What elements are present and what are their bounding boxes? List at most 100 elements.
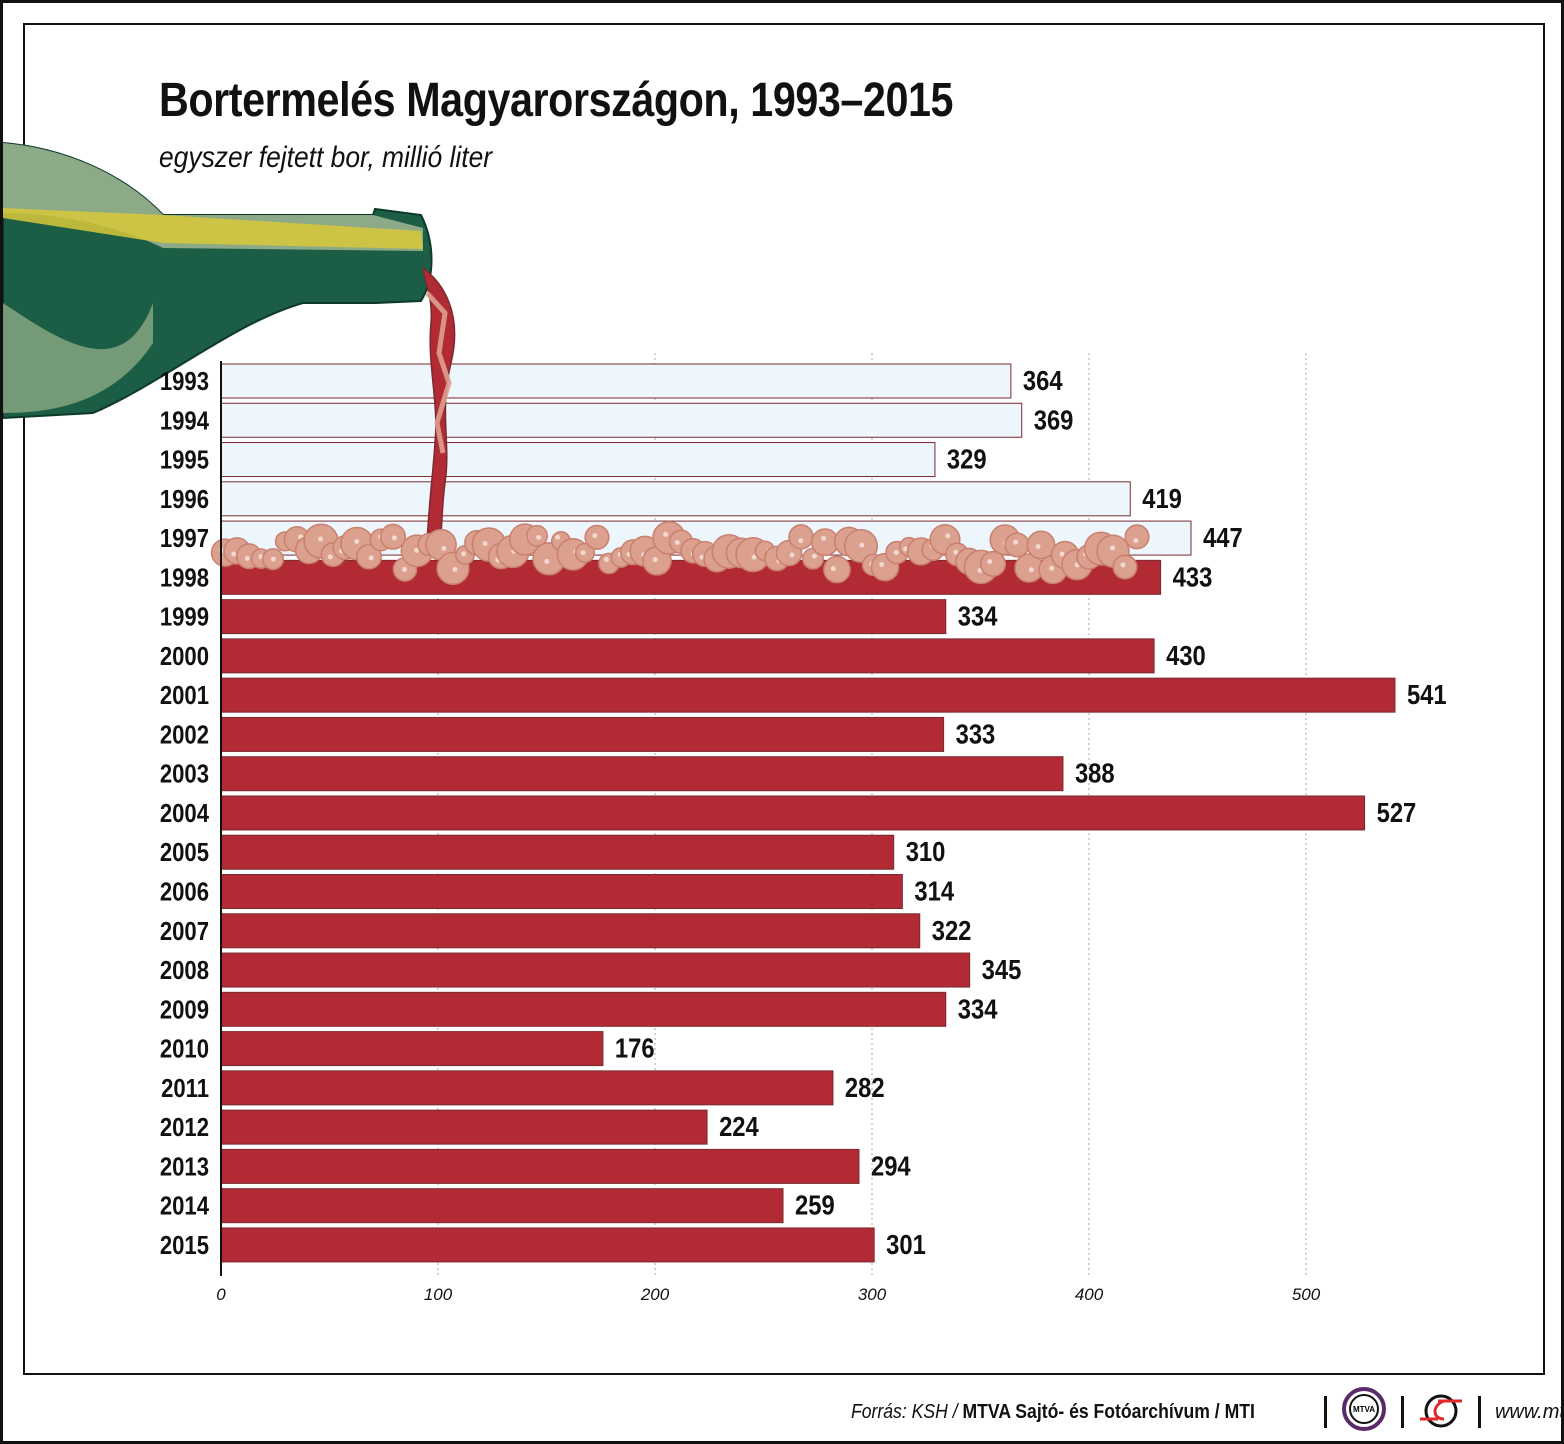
y-tick-label: 2009	[160, 996, 209, 1025]
foam-bubble	[823, 555, 851, 584]
bar	[220, 481, 1131, 517]
bar	[220, 1109, 708, 1145]
foam-highlight	[1120, 562, 1126, 568]
bar	[220, 1031, 604, 1067]
y-tick-label: 2008	[160, 956, 209, 985]
x-tick-label: 300	[858, 1285, 887, 1304]
data-label: 294	[871, 1150, 911, 1182]
data-label: 333	[956, 718, 996, 750]
foam-highlight	[391, 535, 397, 541]
foam-highlight	[1133, 538, 1139, 544]
foam-highlight	[231, 551, 237, 557]
y-tick-label: 1993	[160, 367, 209, 396]
foam-highlight	[1049, 565, 1055, 571]
data-label: 334	[958, 992, 998, 1024]
foam-highlight	[663, 531, 669, 537]
data-label: 430	[1166, 639, 1206, 671]
y-tick-label: 2007	[160, 917, 209, 946]
bar	[220, 638, 1155, 674]
data-label: 224	[719, 1110, 759, 1142]
x-tick-label: 200	[640, 1285, 670, 1304]
foam-highlight	[270, 556, 276, 562]
divider	[1323, 1396, 1327, 1428]
data-label: 329	[947, 443, 987, 475]
divider	[1477, 1396, 1481, 1428]
bar	[220, 1188, 784, 1224]
foam-highlight	[953, 549, 959, 555]
data-label: 527	[1377, 796, 1417, 828]
y-tick-label: 2013	[160, 1153, 209, 1182]
foam-highlight	[830, 566, 836, 572]
foam-highlight	[536, 534, 542, 540]
foam-highlight	[441, 545, 447, 551]
footer: Forrás: KSH / MTVA Sajtó- és Fotóarchívu…	[851, 1387, 1561, 1431]
data-label: 388	[1075, 757, 1115, 789]
data-label: 322	[932, 914, 972, 946]
data-label: 369	[1034, 403, 1074, 435]
foam-highlight	[452, 566, 458, 572]
data-label: 301	[886, 1228, 926, 1260]
foam-highlight	[674, 540, 680, 546]
bar	[220, 402, 1023, 438]
foam-bubble	[788, 524, 814, 550]
y-tick-label: 1997	[160, 524, 209, 553]
foam-highlight	[789, 552, 795, 558]
chart-title: Bortermelés Magyarországon, 1993–2015	[159, 74, 954, 127]
data-label: 282	[845, 1071, 885, 1103]
foam-highlight	[945, 533, 951, 539]
data-label: 334	[958, 600, 998, 632]
foam-bubble	[1124, 524, 1150, 550]
bar	[220, 991, 947, 1027]
bar	[220, 913, 921, 949]
data-label: 176	[615, 1032, 655, 1064]
foam-highlight	[244, 555, 250, 561]
chart-frame	[23, 23, 1545, 1375]
foam-highlight	[544, 558, 550, 564]
y-tick-label: 2010	[160, 1035, 209, 1064]
foam-highlight	[811, 553, 817, 559]
bar	[220, 834, 895, 870]
data-label: 419	[1142, 482, 1182, 514]
foam-bubble	[1004, 532, 1030, 558]
bar	[220, 874, 903, 910]
foam-highlight	[751, 554, 757, 560]
y-tick-label: 2002	[160, 721, 209, 750]
foam-bubble	[584, 524, 610, 550]
website-url[interactable]: www.mti.hu	[1494, 1400, 1561, 1423]
foam-highlight	[879, 561, 885, 567]
chart-subtitle: egyszer fejtett bor, millió liter	[159, 141, 493, 174]
bar	[220, 599, 947, 635]
bar-chart: 0 100 200 300 400 500 1993 364 1994 369 1995 329 199…	[3, 141, 1447, 1304]
y-tick-label: 2000	[160, 642, 209, 671]
foam-highlight	[368, 555, 374, 561]
bar	[220, 756, 1064, 792]
foam-bubble	[1026, 530, 1056, 560]
data-label: 345	[982, 953, 1022, 985]
y-tick-label: 2003	[160, 760, 209, 789]
y-tick-label: 1998	[160, 564, 209, 593]
wine-bottle-illustration	[3, 141, 1150, 585]
y-tick-label: 2005	[160, 839, 209, 868]
bar	[220, 1070, 834, 1106]
bar	[220, 795, 1366, 831]
foam-highlight	[414, 547, 420, 553]
divider	[1400, 1396, 1404, 1428]
foam-highlight	[482, 540, 488, 546]
x-tick-label: 100	[424, 1285, 453, 1304]
y-tick-label: 1996	[160, 485, 209, 514]
y-tick-label: 2012	[160, 1114, 209, 1143]
x-tick-label: 500	[1292, 1285, 1321, 1304]
foam-highlight	[798, 538, 804, 544]
source-credit: Forrás: KSH / MTVA Sajtó- és Fotóarchívu…	[851, 1401, 1255, 1424]
data-label: 314	[914, 875, 954, 907]
bar	[220, 716, 945, 752]
bar	[220, 952, 971, 988]
foam-highlight	[902, 546, 908, 552]
y-tick-label: 2001	[160, 682, 209, 711]
data-label: 364	[1023, 364, 1063, 396]
foam-highlight	[327, 554, 333, 560]
source-prefix: Forrás: KSH /	[851, 1400, 963, 1423]
foam-bubble	[979, 550, 1007, 577]
foam-highlight	[555, 534, 561, 540]
